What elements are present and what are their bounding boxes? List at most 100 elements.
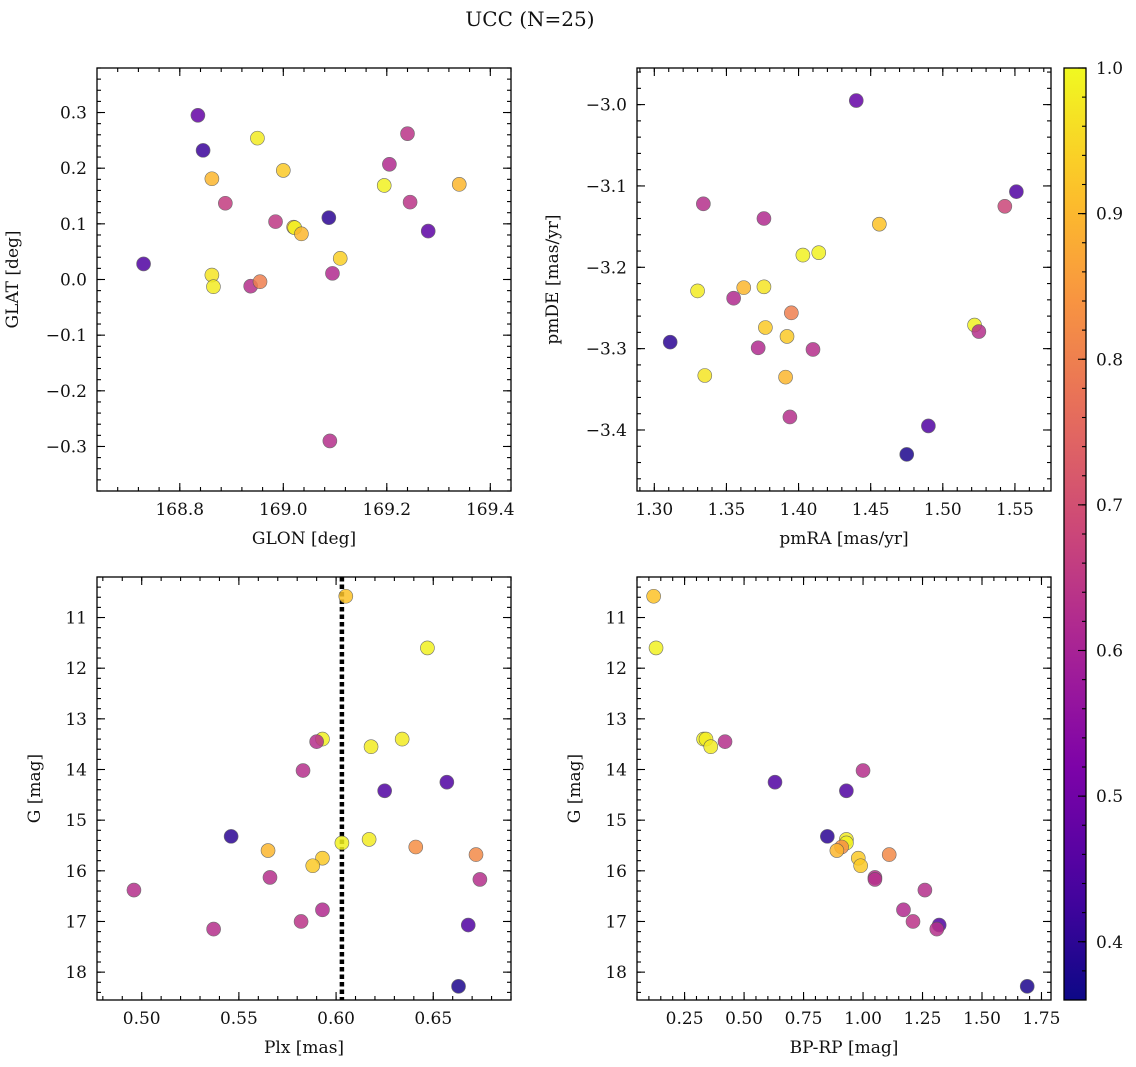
scatter-point bbox=[896, 902, 911, 918]
colorbar: 0.4 0.5 0.6 0.7 0.8 0.9 1.0 bbox=[1063, 59, 1123, 1001]
scatter-point bbox=[439, 774, 455, 790]
scatter-point bbox=[872, 216, 887, 232]
y-tick-label: 0.0 bbox=[60, 271, 87, 291]
x-tick-label: 1.25 bbox=[904, 1009, 942, 1029]
scatter-point bbox=[758, 320, 773, 335]
scatter-point bbox=[756, 211, 772, 226]
y-tick-label: 13 bbox=[605, 710, 627, 730]
x-tick-label: 169.4 bbox=[466, 500, 515, 520]
scatter-point bbox=[363, 739, 379, 755]
scatter-point bbox=[136, 256, 151, 272]
x-tick-label: 0.75 bbox=[785, 1009, 823, 1029]
scatter-point bbox=[376, 178, 392, 193]
scatter-point bbox=[1009, 184, 1024, 199]
scatter-point bbox=[820, 829, 835, 844]
scatter-point bbox=[811, 245, 827, 260]
y-tick-label: 17 bbox=[65, 912, 87, 932]
scatter-point bbox=[767, 774, 783, 790]
scatter-point bbox=[917, 882, 933, 898]
plot-frame bbox=[96, 67, 512, 492]
scatter-point bbox=[275, 163, 291, 178]
y-tick-label: −3.3 bbox=[586, 340, 627, 360]
scatter-point bbox=[736, 280, 752, 295]
y-tick-label: 0.3 bbox=[60, 104, 87, 124]
scatter-point bbox=[294, 226, 309, 242]
scatter-point bbox=[361, 832, 377, 847]
scatter-point bbox=[218, 195, 233, 211]
y-tick-label: −3.1 bbox=[586, 177, 627, 197]
x-tick-label: 1.30 bbox=[635, 500, 673, 520]
scatter-point bbox=[929, 921, 945, 937]
x-tick-label: 1.00 bbox=[844, 1009, 882, 1029]
colorbar-tick-label: 0.9 bbox=[1096, 205, 1123, 225]
scatter-point bbox=[250, 130, 265, 146]
y-tick-label: 0.2 bbox=[60, 159, 87, 179]
y-tick-label: 18 bbox=[605, 963, 627, 983]
y-tick-label: 17 bbox=[605, 912, 627, 932]
scatter-point bbox=[726, 290, 741, 306]
scatter-point bbox=[778, 369, 793, 385]
y-axis-label: G [mag] bbox=[565, 754, 585, 823]
y-tick-label: 15 bbox=[65, 811, 87, 831]
x-tick-label: 0.60 bbox=[317, 1009, 355, 1029]
x-tick-label: 0.55 bbox=[220, 1009, 258, 1029]
scatter-point bbox=[332, 251, 348, 266]
scatter-point bbox=[408, 839, 424, 855]
scatter-point bbox=[204, 171, 220, 187]
scatter-point bbox=[334, 835, 350, 851]
scatter-point bbox=[295, 763, 311, 778]
scatter-point bbox=[309, 734, 324, 749]
scatter-point bbox=[697, 368, 713, 383]
x-tick-label: 0.50 bbox=[725, 1009, 763, 1029]
y-axis-label: pmDE [mas/yr] bbox=[543, 214, 563, 344]
x-tick-label: 0.50 bbox=[123, 1009, 161, 1029]
scatter-point bbox=[782, 409, 798, 425]
y-tick-label: 16 bbox=[65, 862, 87, 882]
scatter-point bbox=[750, 340, 766, 356]
y-tick-label: 14 bbox=[65, 761, 87, 781]
x-tick-label: 1.75 bbox=[1023, 1009, 1061, 1029]
y-tick-label: 12 bbox=[65, 659, 87, 679]
scatter-point bbox=[315, 850, 330, 866]
x-tick-label: 1.50 bbox=[924, 500, 962, 520]
y-axis-label: G [mag] bbox=[25, 754, 45, 823]
scatter-point bbox=[921, 418, 936, 434]
plot-frame bbox=[636, 67, 1052, 492]
scatter-point bbox=[402, 194, 418, 210]
scatter-point bbox=[703, 739, 719, 755]
scatter-point bbox=[855, 763, 871, 778]
scatter-point bbox=[848, 93, 864, 108]
scatter-point bbox=[1019, 979, 1035, 994]
y-tick-label: 15 bbox=[605, 811, 627, 831]
scatter-point bbox=[971, 324, 987, 339]
panel-2: 1.30 1.35 1.40 1.45 1.50 1.55 −3.4 −3.3 −3.2 −3.1… bbox=[543, 67, 1052, 549]
x-tick-label: 169.0 bbox=[259, 500, 308, 520]
panel-3: 0.50 0.55 0.60 0.65 11 12 13 14 15 16 17 18 Plx [mas… bbox=[25, 576, 512, 1058]
x-tick-label: 1.50 bbox=[963, 1009, 1001, 1029]
scatter-point bbox=[460, 917, 476, 933]
colorbar-tick-label: 1.0 bbox=[1096, 59, 1123, 79]
colorbar-tick-label: 0.4 bbox=[1096, 933, 1123, 953]
scatter-point bbox=[321, 210, 337, 226]
x-tick-label: 1.35 bbox=[708, 500, 746, 520]
y-tick-label: −0.3 bbox=[46, 437, 87, 457]
scatter-point bbox=[126, 882, 142, 898]
y-tick-label: 11 bbox=[65, 609, 87, 629]
scatter-point bbox=[905, 914, 921, 929]
scatter-point bbox=[690, 283, 705, 299]
scatter-point bbox=[472, 872, 488, 887]
scatter-point bbox=[899, 447, 915, 462]
scatter-point bbox=[420, 640, 435, 656]
x-tick-label: 1.55 bbox=[996, 500, 1034, 520]
scatter-point bbox=[997, 198, 1013, 214]
scatter-point bbox=[338, 588, 354, 604]
scatter-point bbox=[325, 266, 340, 281]
scatter-point bbox=[829, 843, 845, 858]
scatter-point bbox=[315, 902, 330, 918]
panel-4: 0.25 0.50 0.75 1.00 1.25 1.50 1.75 11 12 13 14 15 16… bbox=[565, 576, 1061, 1058]
colorbar-gradient bbox=[1064, 68, 1086, 1000]
scatter-point bbox=[394, 731, 410, 747]
scatter-point bbox=[382, 156, 397, 172]
plot-frame bbox=[636, 576, 1052, 1001]
